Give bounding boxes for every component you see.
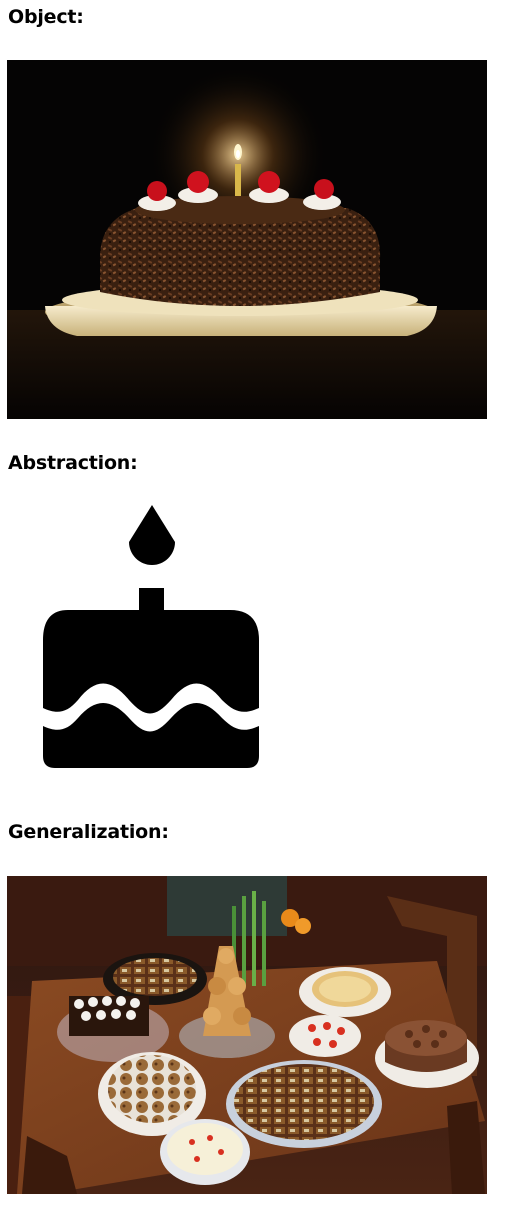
heading-generalization: Generalization:	[8, 821, 169, 843]
object-photo	[7, 60, 487, 419]
chocolate-cake-photo	[7, 60, 487, 419]
heading-abstraction: Abstraction:	[8, 452, 138, 474]
cake-icon-wrapper	[38, 500, 264, 772]
generalization-photo	[7, 876, 487, 1194]
cake-icon	[43, 505, 259, 768]
dessert-table-photo	[7, 876, 487, 1194]
heading-object: Object:	[8, 6, 84, 28]
